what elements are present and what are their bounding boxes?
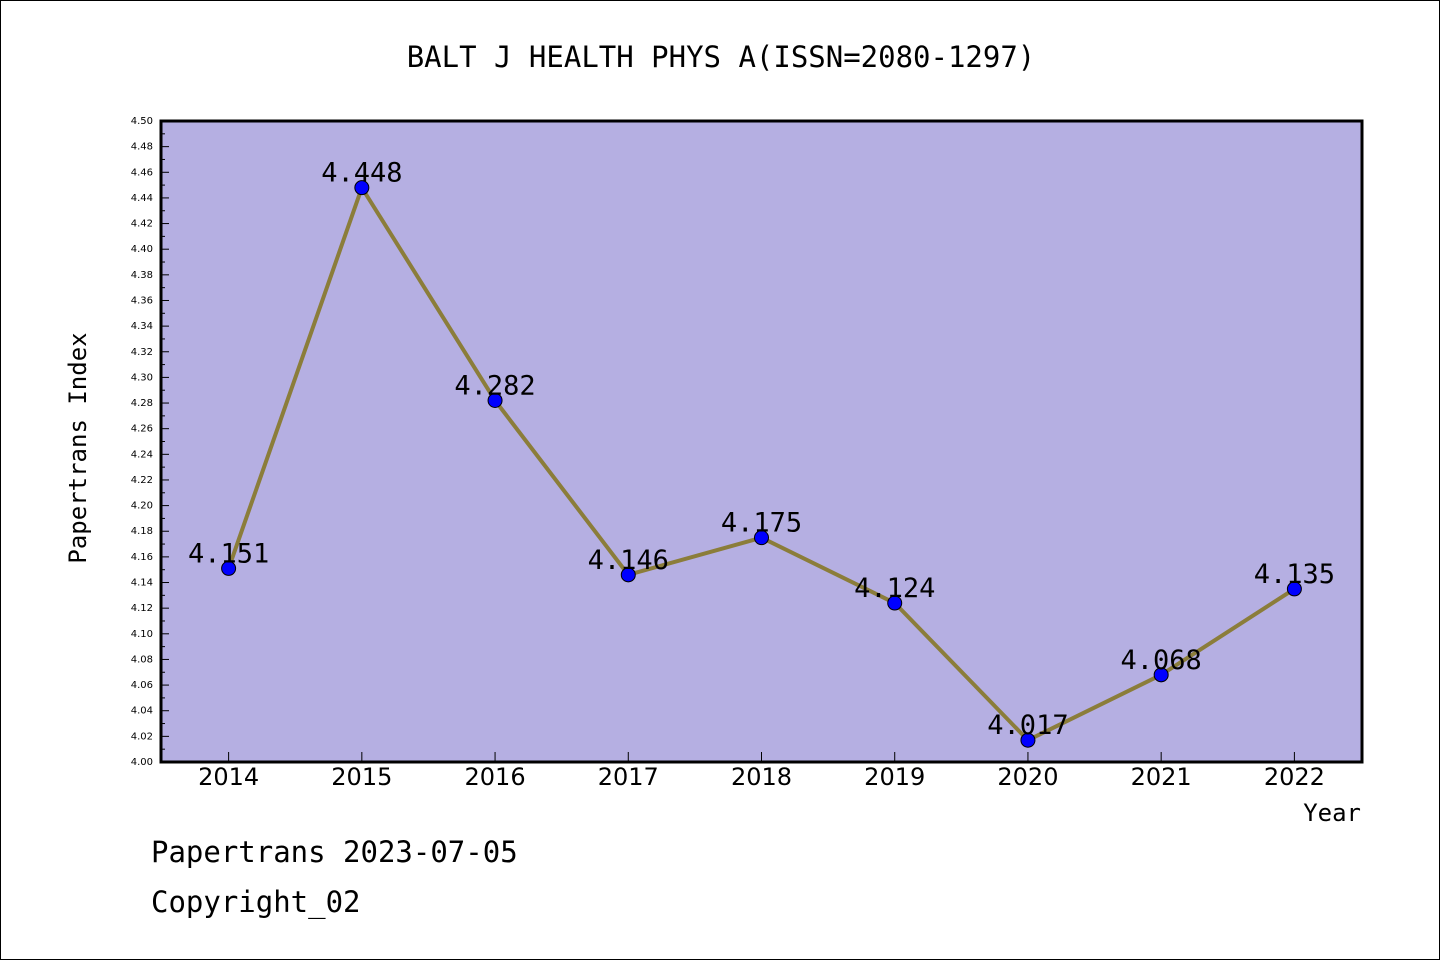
y-tick-label: 4.14 — [131, 578, 153, 589]
data-point — [354, 180, 370, 196]
x-tick-label: 2014 — [198, 763, 259, 791]
y-tick-label: 4.32 — [131, 347, 153, 358]
data-label: 4.135 — [1254, 559, 1335, 590]
y-tick-label: 4.18 — [131, 526, 153, 537]
y-tick-label: 4.34 — [131, 321, 153, 332]
data-label: 4.068 — [1121, 645, 1202, 676]
data-label: 4.151 — [188, 538, 269, 569]
y-tick-label: 4.02 — [131, 731, 153, 742]
y-tick-label: 4.12 — [131, 603, 153, 614]
data-point — [221, 560, 237, 576]
y-tick-label: 4.16 — [131, 552, 153, 563]
footer-date: Papertrans 2023-07-05 — [151, 835, 518, 869]
data-point — [487, 392, 503, 408]
x-tick-label: 2016 — [465, 763, 526, 791]
x-tick-label: 2019 — [864, 763, 925, 791]
y-tick-label: 4.22 — [131, 475, 153, 486]
y-tick-label: 4.28 — [131, 398, 153, 409]
data-point — [754, 530, 769, 546]
x-tick-label: 2018 — [731, 763, 792, 791]
x-axis: 2014 2015 2016 2017 2018 2019 2020 2021 2022 — [198, 752, 1325, 791]
y-tick-label: 4.50 — [131, 116, 153, 127]
data-label: 4.017 — [987, 710, 1068, 741]
data-point — [620, 567, 636, 583]
y-tick-label: 4.06 — [131, 680, 153, 691]
y-tick-label: 4.04 — [131, 706, 153, 717]
x-axis-label: Year — [1303, 799, 1361, 827]
y-tick-label: 4.42 — [131, 219, 153, 230]
data-label: 4.448 — [321, 158, 402, 189]
data-label: 4.175 — [721, 508, 802, 539]
data-labels: 4.151 4.448 4.282 4.146 4.175 4.124 4.017 4.068… — [188, 158, 1335, 742]
y-tick-label: 4.40 — [131, 244, 153, 255]
x-tick-label: 2017 — [598, 763, 659, 791]
y-tick-label: 4.46 — [131, 167, 153, 178]
y-tick-label: 4.30 — [131, 372, 153, 383]
x-tick-label: 2021 — [1131, 763, 1192, 791]
y-tick-label: 4.44 — [131, 193, 153, 204]
y-tick-label: 4.08 — [131, 654, 153, 665]
series-papertrans-index — [221, 180, 1302, 748]
y-tick-label: 4.10 — [131, 629, 153, 640]
y-tick-label: 4.00 — [131, 757, 153, 768]
data-point — [1020, 732, 1036, 748]
y-tick-label: 4.26 — [131, 424, 153, 435]
chart-title: BALT J HEALTH PHYS A(ISSN=2080-1297) — [407, 40, 1036, 74]
x-tick-label: 2020 — [997, 763, 1058, 791]
data-label: 4.282 — [454, 370, 535, 401]
y-axis: 4.00 4.02 4.04 4.06 4.08 4.10 4.12 4.14 4.16 4.18… — [131, 116, 169, 768]
y-tick-label: 4.48 — [131, 142, 153, 153]
x-tick-label: 2015 — [331, 763, 392, 791]
data-point — [887, 595, 903, 611]
data-label: 4.146 — [588, 545, 669, 576]
footer-copyright: Copyright_02 — [151, 885, 361, 919]
y-tick-label: 4.24 — [131, 449, 153, 460]
x-tick-label: 2022 — [1264, 763, 1325, 791]
data-point — [1286, 581, 1302, 597]
y-tick-label: 4.20 — [131, 501, 153, 512]
data-point — [1153, 667, 1169, 683]
data-label: 4.124 — [854, 573, 935, 604]
y-tick-label: 4.38 — [131, 270, 153, 281]
plot-area — [159, 119, 1364, 764]
y-axis-label: Papertrans Index — [64, 332, 92, 563]
y-tick-label: 4.36 — [131, 295, 153, 306]
